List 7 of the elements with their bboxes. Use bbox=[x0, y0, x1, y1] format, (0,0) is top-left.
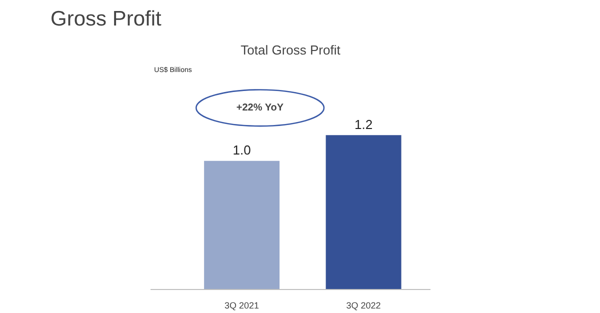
x-tick-label: 3Q 2021 bbox=[224, 300, 260, 310]
x-tick-label: 3Q 2022 bbox=[346, 300, 381, 310]
chart-subtitle: Total Gross Profit bbox=[240, 42, 341, 58]
text: +22% YoY bbox=[236, 102, 284, 114]
chart-title: Gross Profit bbox=[50, 8, 162, 30]
data-label: 1.2 bbox=[354, 116, 373, 132]
data-label: 1.0 bbox=[232, 142, 251, 158]
